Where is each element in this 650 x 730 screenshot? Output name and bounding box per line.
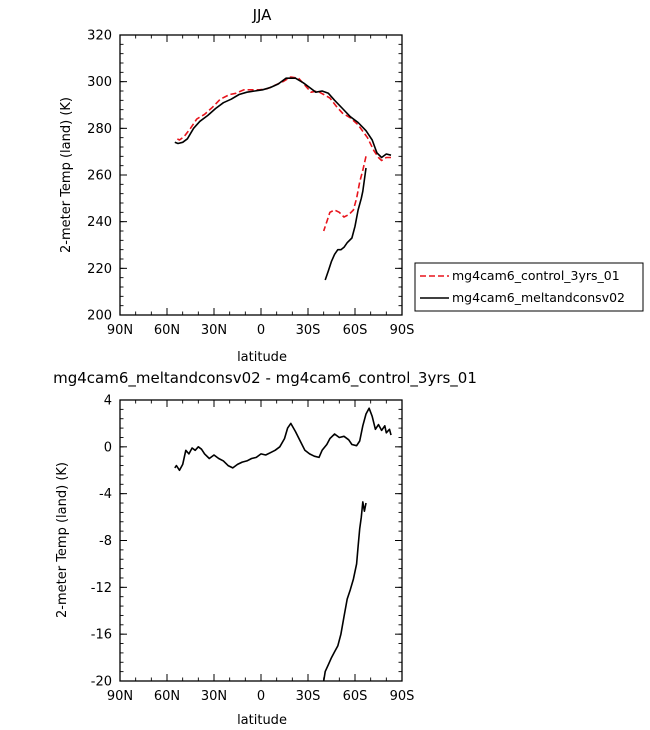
bottom-ytick-label: 4	[104, 394, 112, 409]
bottom-panel: mg4cam6_meltandconsv02 - mg4cam6_control…	[53, 369, 477, 728]
top-xlabel: latitude	[237, 350, 287, 365]
bottom-xtick-label: 60S	[343, 689, 368, 704]
top-xtick-label: 60N	[154, 323, 180, 338]
bottom-series	[174, 407, 392, 682]
top-series-1-line-1	[324, 167, 367, 281]
bottom-title: mg4cam6_meltandconsv02 - mg4cam6_control…	[53, 369, 477, 388]
bottom-ytick-label: -12	[91, 581, 112, 596]
top-series-1-line-0	[174, 77, 392, 159]
top-xtick-label: 90N	[107, 323, 133, 338]
bottom-ytick-label: -8	[99, 534, 112, 549]
top-ytick-label: 280	[87, 122, 112, 137]
top-xtick-label: 30S	[296, 323, 321, 338]
top-ytick-label: 220	[87, 262, 112, 277]
top-series	[174, 76, 392, 281]
top-xtick-label: 60S	[343, 323, 368, 338]
top-series-0-line-0	[174, 76, 391, 162]
legend-label-control: mg4cam6_control_3yrs_01	[452, 268, 620, 283]
bottom-ytick-label: 0	[104, 440, 112, 455]
bottom-xtick-label: 0	[257, 689, 265, 704]
top-panel: JJA 90N 60N 30N 0 30S 60S 90S 200 220 240 260 280 30…	[59, 6, 644, 365]
bottom-ytick-label: -4	[99, 487, 112, 502]
top-xtick-label: 0	[257, 323, 265, 338]
top-series-0-line-1	[322, 156, 367, 232]
top-xtick-label: 30N	[201, 323, 227, 338]
bottom-series-0-line-0	[174, 407, 392, 472]
top-ytick-label: 320	[87, 29, 112, 44]
top-plot-frame	[119, 34, 403, 316]
bottom-series-0-line-1	[322, 501, 367, 682]
top-ytick-label: 240	[87, 215, 112, 230]
top-ytick-label: 200	[87, 309, 112, 324]
bottom-ylabel: 2-meter Temp (land) (K)	[55, 462, 70, 618]
bottom-xtick-label: 60N	[154, 689, 180, 704]
bottom-xtick-label: 30S	[296, 689, 321, 704]
legend: mg4cam6_control_3yrs_01 mg4cam6_meltandc…	[414, 262, 644, 312]
bottom-ytick-label: -20	[91, 675, 112, 690]
top-ylabel: 2-meter Temp (land) (K)	[59, 97, 74, 253]
legend-box	[414, 262, 644, 312]
top-xtick-label: 90S	[390, 323, 415, 338]
bottom-xtick-label: 30N	[201, 689, 227, 704]
bottom-ticks: 90N 60N 30N 0 30S 60S 90S -20 -16 -12 -8 -4 0 4	[91, 394, 415, 705]
bottom-ytick-label: -16	[91, 628, 112, 643]
top-ytick-label: 260	[87, 169, 112, 184]
bottom-xlabel: latitude	[237, 713, 287, 728]
top-ytick-label: 300	[87, 75, 112, 90]
bottom-xtick-label: 90N	[107, 689, 133, 704]
bottom-xtick-label: 90S	[390, 689, 415, 704]
top-title: JJA	[252, 6, 273, 24]
legend-label-meltandconsv: mg4cam6_meltandconsv02	[452, 290, 625, 305]
top-ticks: 90N 60N 30N 0 30S 60S 90S 200 220 240 260 280 300 320	[87, 29, 414, 339]
